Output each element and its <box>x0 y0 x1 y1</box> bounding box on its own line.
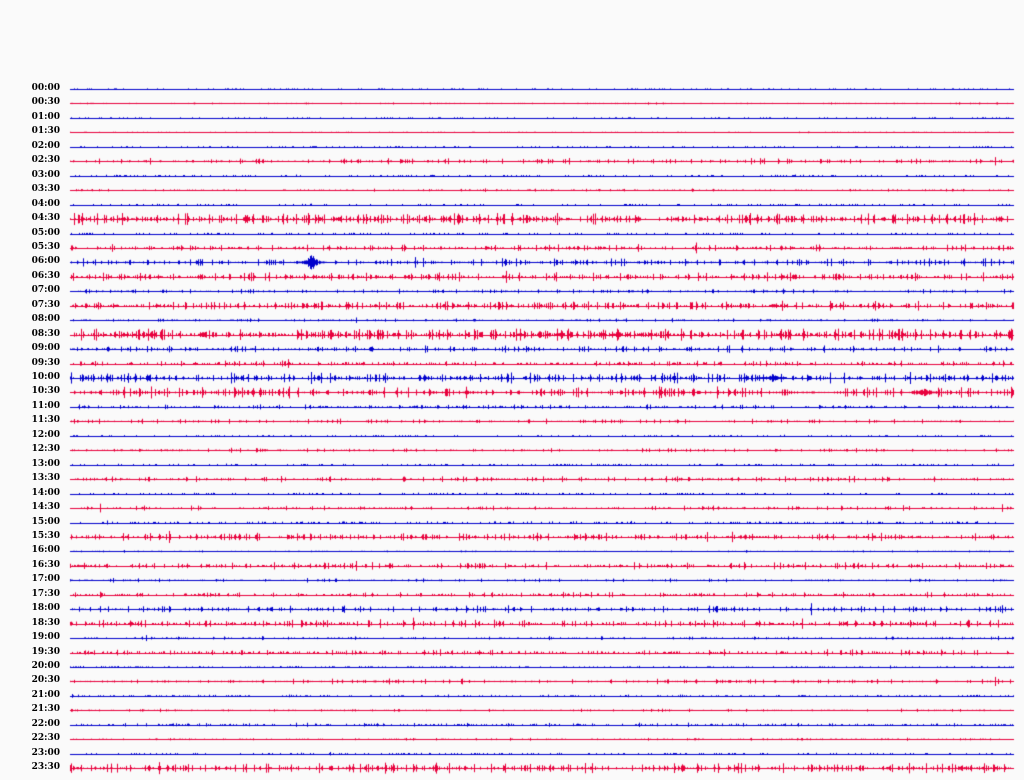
time-axis-label: 05:30 <box>31 241 60 252</box>
time-axis-label: 05:00 <box>31 227 60 238</box>
time-axis-labels: 00:00 00:30 01:00 01:30 02:00 02:30 03:00 03:30… <box>14 0 60 780</box>
time-axis-label: 15:30 <box>31 530 60 541</box>
time-axis-label: 12:00 <box>31 429 60 440</box>
time-axis-label: 14:00 <box>31 487 60 498</box>
time-axis-label: 00:30 <box>31 97 60 108</box>
time-axis-label: 07:30 <box>31 299 60 310</box>
time-axis-label: 09:00 <box>31 343 60 354</box>
time-axis-label: 19:30 <box>31 646 60 657</box>
time-axis-label: 01:00 <box>31 111 60 122</box>
time-axis-label: 18:00 <box>31 603 60 614</box>
time-axis-label: 17:00 <box>31 574 60 585</box>
time-axis-label: 04:30 <box>31 213 60 224</box>
time-axis-label: 01:30 <box>31 126 60 137</box>
time-axis-label: 22:30 <box>31 733 60 744</box>
time-axis-label: 04:00 <box>31 198 60 209</box>
time-axis-label: 06:30 <box>31 270 60 281</box>
time-axis-label: 15:00 <box>31 516 60 527</box>
time-axis-label: 22:00 <box>31 718 60 729</box>
time-axis-label: 16:30 <box>31 559 60 570</box>
time-axis-label: 19:00 <box>31 632 60 643</box>
time-axis-label: 07:00 <box>31 285 60 296</box>
time-axis-label: 08:00 <box>31 314 60 325</box>
time-axis-label: 14:30 <box>31 502 60 513</box>
time-axis-label: 02:00 <box>31 140 60 151</box>
time-axis-label: 16:00 <box>31 545 60 556</box>
time-axis-label: 00:00 <box>31 83 60 93</box>
time-axis-label: 03:00 <box>31 169 60 180</box>
time-axis-label: 11:00 <box>31 400 60 411</box>
time-axis-label: 20:30 <box>31 675 60 686</box>
time-axis-label: 10:00 <box>31 372 60 382</box>
time-axis-label: 10:30 <box>31 386 60 397</box>
time-axis-label: 21:30 <box>31 704 60 715</box>
time-axis-label: 23:00 <box>31 747 60 758</box>
time-axis-label: 20:00 <box>31 661 60 671</box>
time-axis-label: 11:30 <box>31 415 60 426</box>
time-axis-label: 13:00 <box>31 458 60 469</box>
time-axis-label: 13:30 <box>31 473 60 484</box>
time-axis-label: 18:30 <box>31 617 60 628</box>
time-axis-label: 23:30 <box>31 762 60 773</box>
time-axis-label: 09:30 <box>31 357 60 368</box>
time-axis-label: 02:30 <box>31 155 60 166</box>
time-axis-label: 12:30 <box>31 444 60 455</box>
time-axis-label: 17:30 <box>31 588 60 599</box>
time-axis-label: 21:00 <box>31 689 60 700</box>
time-axis-label: 08:30 <box>31 328 60 339</box>
time-axis-label: 06:00 <box>31 256 60 267</box>
time-axis-label: 03:30 <box>31 184 60 195</box>
